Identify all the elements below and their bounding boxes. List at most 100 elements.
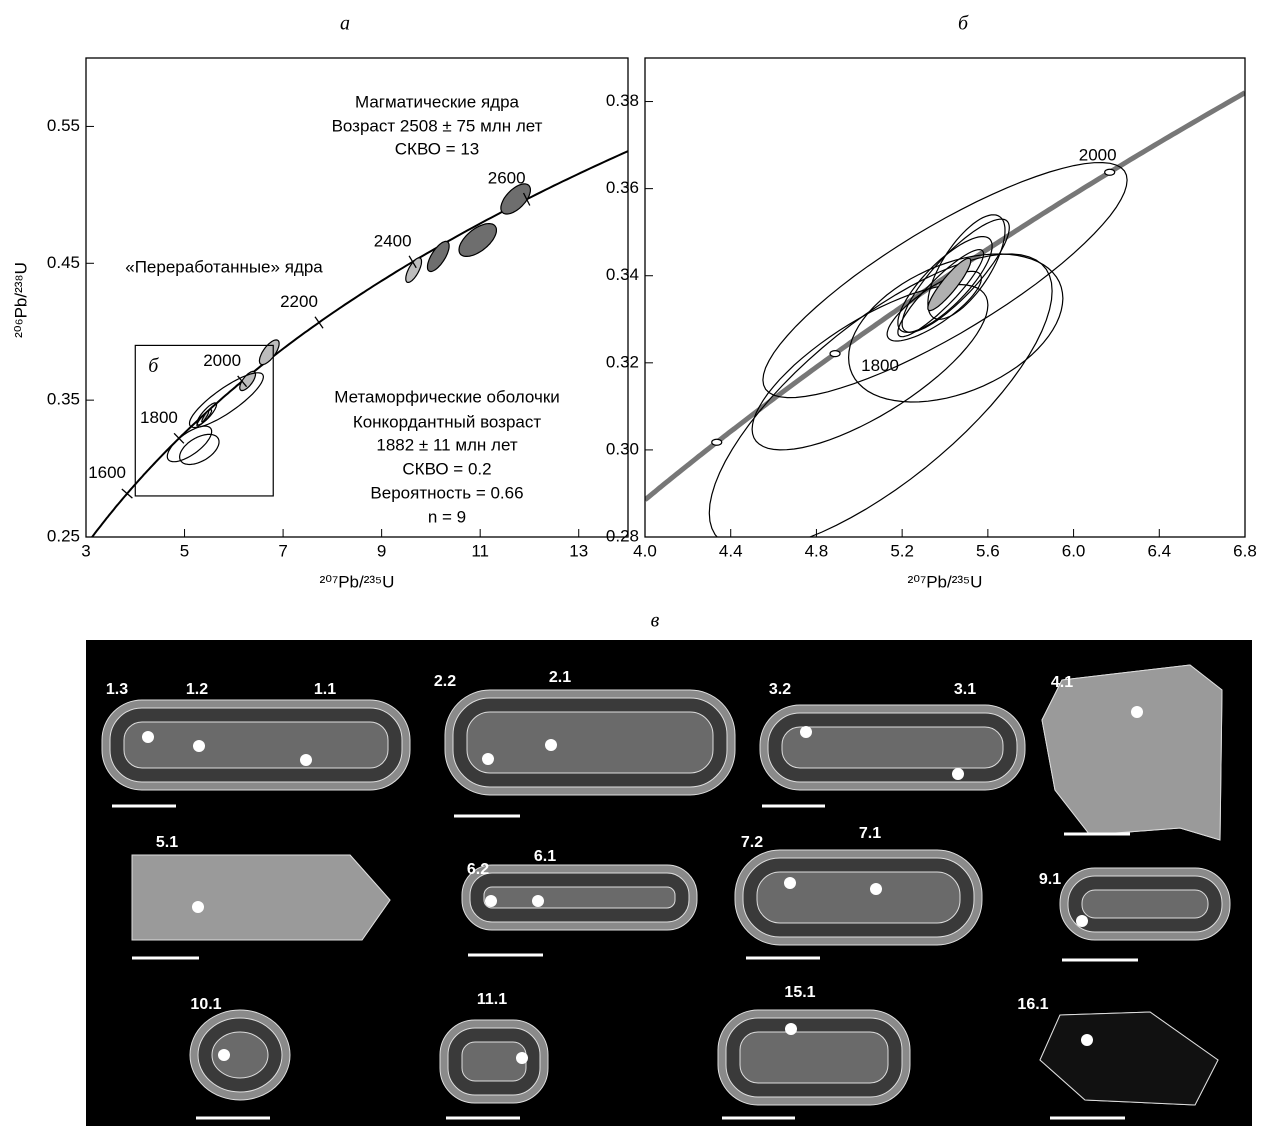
age-marker	[712, 439, 722, 445]
inset-label: б	[148, 355, 159, 377]
x-tick-label: 7	[278, 541, 287, 560]
spot-label: 10.1	[190, 996, 221, 1013]
y-tick-label: 0.28	[606, 526, 639, 545]
x-tick-label: 4.4	[719, 541, 743, 560]
zircon-core	[1082, 890, 1208, 918]
age-label: 2000	[203, 351, 241, 370]
x-tick-label: 3	[81, 541, 90, 560]
x-tick-label: 6.8	[1233, 541, 1257, 560]
analysis-spot	[1081, 1034, 1093, 1046]
x-tick-label: 11	[471, 541, 489, 560]
x-tick-label: 9	[377, 541, 386, 560]
annotation: СКВО = 0.2	[402, 459, 491, 478]
y-tick-label: 0.32	[606, 352, 639, 371]
spot-label: 1.3	[106, 681, 128, 698]
spot-label: 2.1	[549, 669, 571, 686]
spot-label: 4.1	[1051, 674, 1073, 691]
age-label: 1800	[861, 356, 899, 375]
annotation: Метаморфические оболочки	[334, 387, 560, 406]
analysis-spot	[142, 731, 154, 743]
panel-label: б	[958, 13, 969, 35]
error-ellipse	[459, 224, 496, 257]
spot-label: 9.1	[1039, 871, 1061, 888]
zircon-core	[467, 712, 713, 773]
panel-label: в	[651, 610, 660, 632]
annotation: СКВО = 13	[395, 139, 479, 158]
y-tick-label: 0.35	[47, 390, 80, 409]
error-ellipse	[428, 241, 450, 271]
age-tick	[315, 317, 323, 328]
zircon-core	[782, 727, 1003, 768]
concordia-curve	[86, 151, 628, 545]
annotation: Вероятность = 0.66	[370, 483, 523, 502]
y-axis-label: ²⁰⁶Pb/²³⁸U	[11, 262, 30, 338]
panel-label: а	[340, 13, 350, 35]
x-tick-label: 5	[180, 541, 189, 560]
age-label: 1600	[88, 463, 126, 482]
analysis-spot	[545, 739, 557, 751]
age-label: 1800	[140, 408, 178, 427]
error-ellipse	[406, 258, 422, 283]
x-tick-label: 5.2	[890, 541, 914, 560]
analysis-spot	[532, 895, 544, 907]
zircon-core	[124, 722, 388, 768]
spot-label: 6.1	[534, 848, 556, 865]
figure: а357911130.250.350.450.55²⁰⁷Pb/²³⁵U²⁰⁶Pb…	[0, 0, 1262, 1132]
age-marker	[1105, 169, 1115, 175]
analysis-spot	[1131, 706, 1143, 718]
spot-label: 16.1	[1017, 996, 1048, 1013]
x-tick-label: 6.0	[1062, 541, 1086, 560]
analysis-spot	[516, 1052, 528, 1064]
age-label: 2000	[1079, 146, 1117, 165]
analysis-spot	[785, 1023, 797, 1035]
annotation: Возраст 2508 ± 75 млн лет	[332, 116, 543, 135]
zircon-core	[484, 887, 675, 908]
analysis-spot	[800, 726, 812, 738]
age-label: 2600	[488, 169, 526, 188]
page: {"chart_data": [ {"type": "concordia", "…	[0, 0, 1262, 1132]
age-marker	[830, 351, 840, 357]
y-tick-label: 0.34	[606, 265, 639, 284]
analysis-spot	[482, 753, 494, 765]
analysis-spot	[485, 895, 497, 907]
error-ellipse	[259, 340, 279, 365]
analysis-spot	[300, 754, 312, 766]
analysis-spot	[193, 740, 205, 752]
spot-label: 11.1	[477, 991, 507, 1008]
error-ellipse	[709, 254, 1052, 550]
spot-label: 1.2	[186, 681, 208, 698]
age-label: 2400	[374, 231, 412, 250]
analysis-spot	[1076, 915, 1088, 927]
spot-label: 6.2	[467, 861, 489, 878]
x-tick-label: 13	[569, 541, 588, 560]
y-tick-label: 0.30	[606, 439, 639, 458]
error-ellipse	[167, 426, 211, 462]
annotation: n = 9	[428, 507, 466, 526]
analysis-spot	[192, 901, 204, 913]
zircon-zone	[132, 855, 390, 940]
x-tick-label: 4.8	[805, 541, 829, 560]
annotation: Магматические ядра	[355, 92, 520, 111]
x-axis-label: ²⁰⁷Pb/²³⁵U	[908, 572, 983, 591]
zircon-core	[462, 1042, 526, 1081]
plot-area	[86, 151, 628, 545]
zircon-core	[740, 1032, 888, 1083]
y-tick-label: 0.36	[606, 178, 639, 197]
y-tick-label: 0.55	[47, 116, 80, 135]
x-tick-label: 6.4	[1147, 541, 1171, 560]
spot-label: 7.1	[859, 825, 881, 842]
annotation: «Переработанные» ядра	[125, 257, 323, 276]
age-label: 2200	[280, 292, 318, 311]
analysis-spot	[784, 877, 796, 889]
spot-label: 1.1	[314, 681, 336, 698]
spot-label: 2.2	[434, 673, 456, 690]
spot-label: 3.2	[769, 681, 791, 698]
spot-label: 15.1	[784, 984, 815, 1001]
x-tick-label: 5.6	[976, 541, 1000, 560]
spot-label: 7.2	[741, 834, 763, 851]
plot-area	[645, 93, 1245, 550]
y-tick-label: 0.25	[47, 526, 80, 545]
spot-label: 3.1	[954, 681, 976, 698]
